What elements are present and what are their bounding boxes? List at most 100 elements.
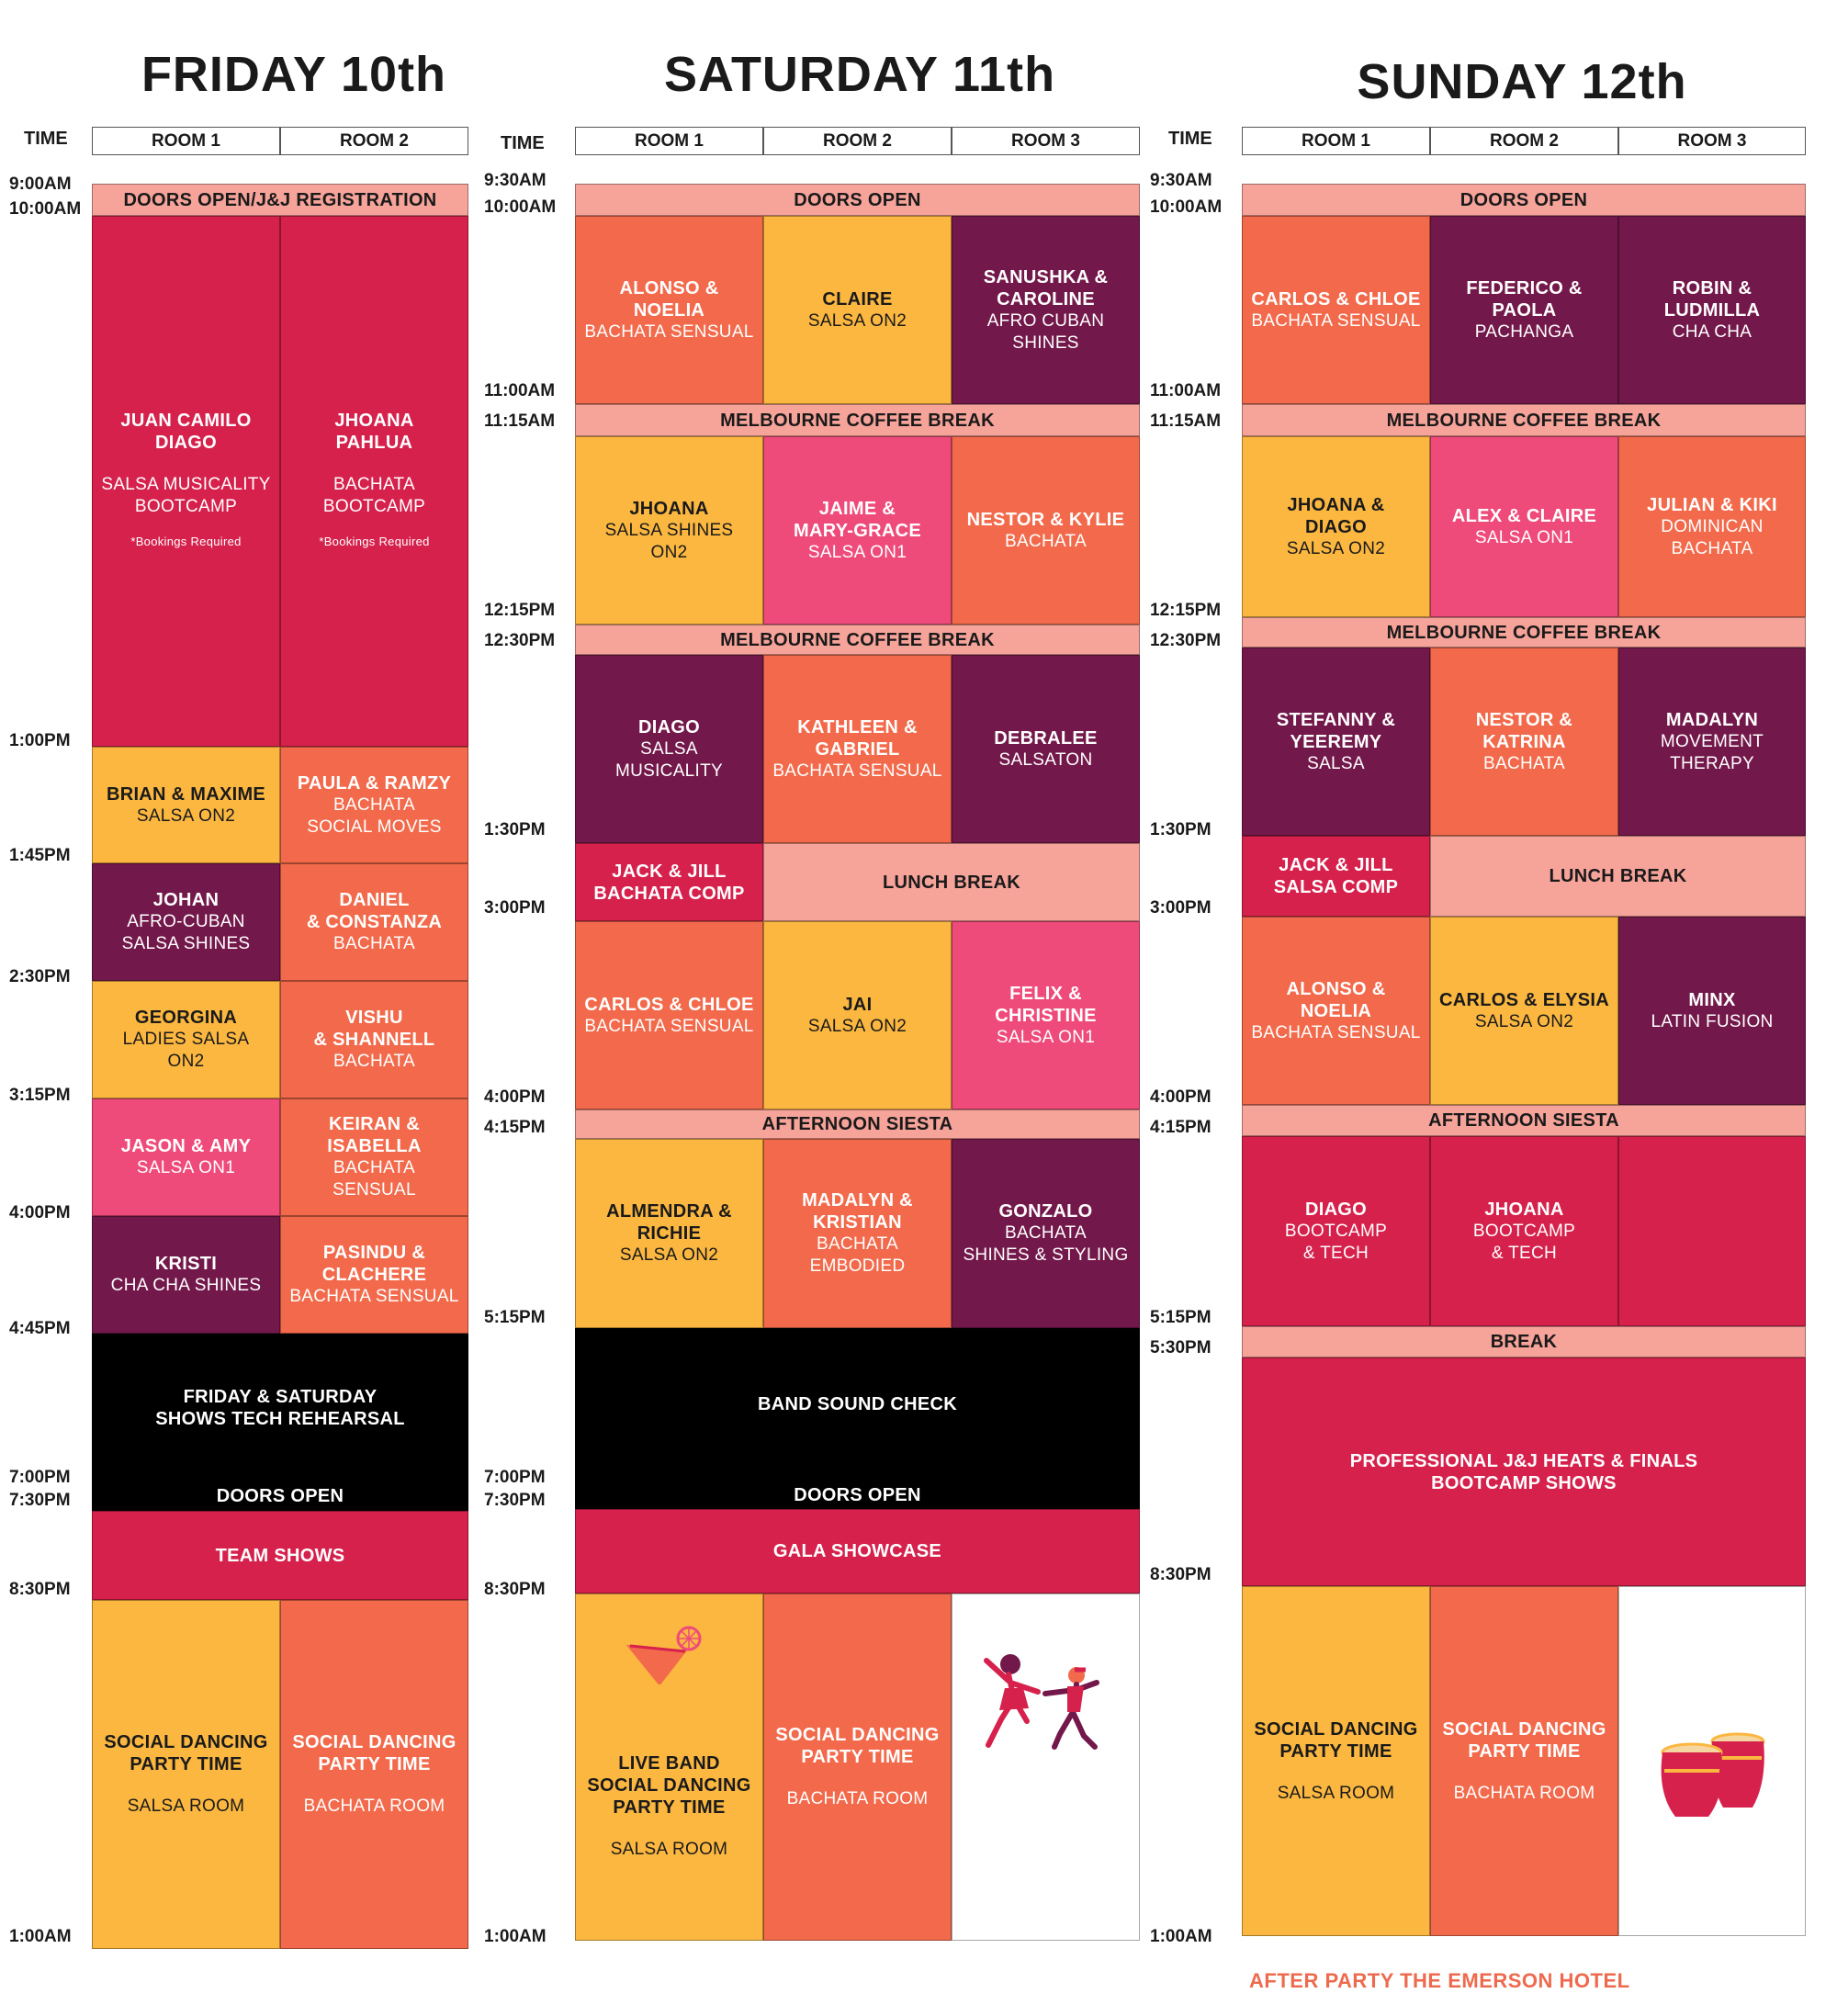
session-title: DIAGO	[637, 716, 701, 738]
time-label: 9:30AM	[1150, 171, 1212, 190]
schedule-block: VISHU & SHANNELL BACHATA	[280, 981, 468, 1098]
time-label: 3:15PM	[9, 1086, 71, 1105]
session-title: SOCIAL DANCING PARTY TIME	[292, 1732, 456, 1774]
session-title: SOCIAL DANCING PARTY TIME	[775, 1725, 940, 1767]
bongo-drums-icon	[1661, 1732, 1765, 1817]
session-title: JUAN CAMILO DIAGO	[120, 411, 252, 453]
room-header: ROOM 2	[1430, 127, 1618, 155]
session-title: KEIRAN & ISABELLA	[327, 1114, 422, 1156]
schedule-block: LUNCH BREAK	[763, 843, 1140, 921]
time-label: 8:30PM	[484, 1580, 546, 1599]
time-label: 7:30PM	[9, 1491, 71, 1510]
session-style: LATIN FUSION	[1651, 1011, 1774, 1031]
session-style: BACHATA SOCIAL MOVES	[307, 794, 442, 837]
session-style: BOOTCAMP & TECH	[1284, 1221, 1388, 1263]
session-style: SALSA ROOM	[127, 1796, 245, 1816]
schedule-block: JHOANA BOOTCAMP & TECH	[1430, 1136, 1618, 1326]
session-style: AFRO CUBAN SHINES	[986, 310, 1105, 353]
session-style: BACHATA SHINES & STYLING	[963, 1223, 1129, 1265]
session-style: BACHATA SENSUAL	[332, 1158, 416, 1199]
session-title: MADALYN & KRISTIAN	[802, 1190, 913, 1233]
session-title: DANIEL & CONSTANZA	[306, 890, 443, 932]
session-title: AFTERNOON SIESTA	[1428, 1110, 1619, 1131]
schedule-block: ALMENDRA & RICHIE SALSA ON2	[575, 1139, 763, 1328]
time-label: 1:00AM	[9, 1927, 72, 1946]
session-title: DOORS OPEN	[794, 1484, 921, 1505]
time-label: 1:00AM	[1150, 1927, 1212, 1946]
after-party-note: AFTER PARTY THE EMERSON HOTEL	[1249, 1969, 1630, 1992]
session-title: ALMENDRA & RICHIE	[606, 1201, 732, 1244]
session-style: SALSA MUSICALITY	[614, 738, 724, 781]
schedule-block: ALONSO & NOELIA BACHATA SENSUAL	[575, 216, 763, 404]
schedule-block: DOORS OPEN	[1242, 184, 1806, 216]
session-style: BACHATA ROOM	[786, 1789, 929, 1808]
session-title: LUNCH BREAK	[1549, 866, 1687, 886]
schedule-block: KRISTI CHA CHA SHINES	[92, 1216, 280, 1334]
room-header: ROOM 3	[1618, 127, 1806, 155]
session-title: JULIAN & KIKI	[1647, 494, 1777, 515]
time-label: 1:30PM	[1150, 820, 1212, 839]
schedule-block: MINX LATIN FUSION	[1618, 917, 1806, 1105]
room-header: ROOM 2	[763, 127, 952, 155]
schedule-block: BREAK	[1242, 1326, 1806, 1357]
session-title: JACK & JILL SALSA COMP	[1273, 855, 1399, 897]
booking-note: *Bookings Required	[319, 535, 430, 548]
time-column-header: TIME	[24, 129, 68, 149]
session-style: PACHANGA	[1474, 321, 1574, 342]
session-title: JHOANA PAHLUA	[334, 411, 414, 453]
session-style: LADIES SALSA ON2	[122, 1030, 250, 1071]
schedule-block: LUNCH BREAK	[1430, 836, 1806, 917]
time-label: 12:15PM	[484, 601, 556, 620]
time-label: 5:15PM	[1150, 1308, 1212, 1327]
time-label: 9:30AM	[484, 171, 547, 190]
session-title: JACK & JILL BACHATA COMP	[593, 861, 745, 904]
session-title: CLAIRE	[822, 288, 893, 310]
session-style: SALSA ROOM	[610, 1840, 728, 1859]
session-style: SALSA ON2	[1286, 538, 1386, 558]
schedule-block: DEBRALEE SALSATON	[952, 655, 1140, 843]
time-label: 7:00PM	[9, 1468, 71, 1487]
schedule-block: MELBOURNE COFFEE BREAK	[1242, 404, 1806, 436]
dancers-icon	[984, 1654, 1099, 1750]
time-column-header: TIME	[501, 133, 545, 153]
room-header: ROOM 1	[92, 127, 280, 155]
time-label: 4:15PM	[1150, 1118, 1212, 1137]
session-style: CHA CHA	[1672, 321, 1752, 342]
session-title: PROFESSIONAL J&J HEATS & FINALS BOOTCAMP…	[1349, 1450, 1698, 1493]
schedule-block: SOCIAL DANCING PARTY TIME SALSA ROOM	[92, 1600, 280, 1949]
schedule-block: SANUSHKA & CAROLINE AFRO CUBAN SHINES	[952, 216, 1140, 404]
session-style: SALSATON	[998, 749, 1093, 770]
session-title: SOCIAL DANCING PARTY TIME	[104, 1732, 268, 1774]
time-label: 12:30PM	[484, 631, 556, 650]
session-title: JHOANA	[629, 498, 709, 519]
schedule-block: TEAM SHOWS	[92, 1511, 468, 1600]
time-label: 11:00AM	[1150, 381, 1222, 400]
schedule-block: GALA SHOWCASE	[575, 1509, 1140, 1594]
schedule-block: PASINDU & CLACHERE BACHATA SENSUAL	[280, 1216, 468, 1334]
schedule-block: JASON & AMY SALSA ON1	[92, 1098, 280, 1216]
schedule-block: SOCIAL DANCING PARTY TIME BACHATA ROOM	[280, 1600, 468, 1949]
schedule-block: SOCIAL DANCING PARTY TIME BACHATA ROOM	[763, 1594, 952, 1941]
schedule-block: JAIME & MARY-GRACE SALSA ON1	[763, 436, 952, 625]
session-style: SALSA MUSICALITY BOOTCAMP	[101, 475, 271, 516]
session-title: DEBRALEE	[994, 727, 1098, 749]
schedule-block: FELIX & CHRISTINE SALSA ON1	[952, 921, 1140, 1109]
session-style: SALSA ON2	[136, 805, 236, 826]
session-title: MELBOURNE COFFEE BREAK	[1386, 622, 1662, 643]
session-title: DOORS OPEN/J&J REGISTRATION	[123, 189, 437, 210]
time-label: 4:45PM	[9, 1319, 71, 1338]
session-style: SALSA ON1	[807, 542, 907, 562]
time-label: 10:00AM	[1150, 197, 1223, 217]
session-style: SALSA ON1	[1474, 527, 1574, 547]
schedule-block: JHOANA SALSA SHINES ON2	[575, 436, 763, 625]
session-style: BACHATA	[332, 934, 416, 953]
time-label: 12:30PM	[1150, 631, 1222, 650]
time-label: 1:30PM	[484, 820, 546, 839]
schedule-block: MELBOURNE COFFEE BREAK	[575, 625, 1140, 655]
session-title: MELBOURNE COFFEE BREAK	[1386, 410, 1662, 431]
session-title: CARLOS & ELYSIA	[1439, 989, 1609, 1010]
session-title: MADALYN	[1665, 709, 1759, 730]
time-label: 4:15PM	[484, 1118, 546, 1137]
time-column-header: TIME	[1168, 129, 1212, 149]
schedule-block: JHOANA PAHLUA BACHATA BOOTCAMP *Bookings R…	[280, 216, 468, 747]
